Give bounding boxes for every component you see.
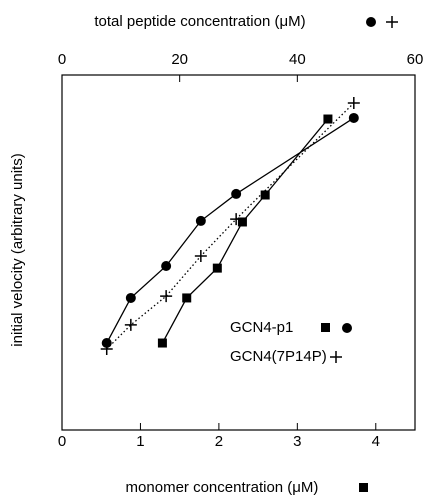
point — [195, 215, 206, 226]
point — [124, 318, 137, 331]
point — [100, 343, 113, 356]
point — [212, 263, 222, 273]
point — [161, 260, 172, 271]
series-line — [161, 118, 329, 344]
x2-tick-label: 0 — [58, 51, 66, 68]
legend-circle — [342, 323, 352, 333]
point — [348, 112, 359, 123]
x2-tick-label: 20 — [171, 51, 188, 68]
legend-label: GCN4(7P14P) — [230, 348, 327, 365]
point — [125, 292, 136, 303]
point — [323, 114, 333, 124]
plot-frame — [61, 74, 416, 431]
x2-label-circle — [366, 17, 376, 27]
series-line — [106, 117, 355, 344]
point — [260, 190, 270, 200]
point — [237, 217, 247, 227]
x-tick-label: 3 — [293, 433, 301, 450]
x-axis-label: monomer concentration (μM) — [126, 479, 319, 496]
point — [231, 188, 242, 199]
point — [101, 338, 112, 349]
x-tick-label: 2 — [215, 433, 223, 450]
x-label-square — [359, 483, 368, 492]
legend-label: GCN4-p1 — [230, 319, 293, 336]
point — [157, 338, 167, 348]
x2-label-plus — [386, 16, 398, 28]
point — [182, 293, 192, 303]
legend-square — [321, 323, 330, 332]
point — [347, 97, 360, 110]
point — [194, 250, 207, 263]
x2-tick-label: 60 — [407, 51, 424, 68]
legend-plus — [330, 351, 342, 363]
x2-tick-label: 40 — [289, 51, 306, 68]
point — [230, 213, 243, 226]
x-tick-label: 4 — [372, 433, 380, 450]
x2-axis-label: total peptide concentration (μM) — [94, 13, 305, 30]
series-line — [106, 102, 355, 350]
x-tick-label: 0 — [58, 433, 66, 450]
y-axis-label: initial velocity (arbitrary units) — [9, 153, 26, 346]
point — [160, 290, 173, 303]
x-tick-label: 1 — [136, 433, 144, 450]
